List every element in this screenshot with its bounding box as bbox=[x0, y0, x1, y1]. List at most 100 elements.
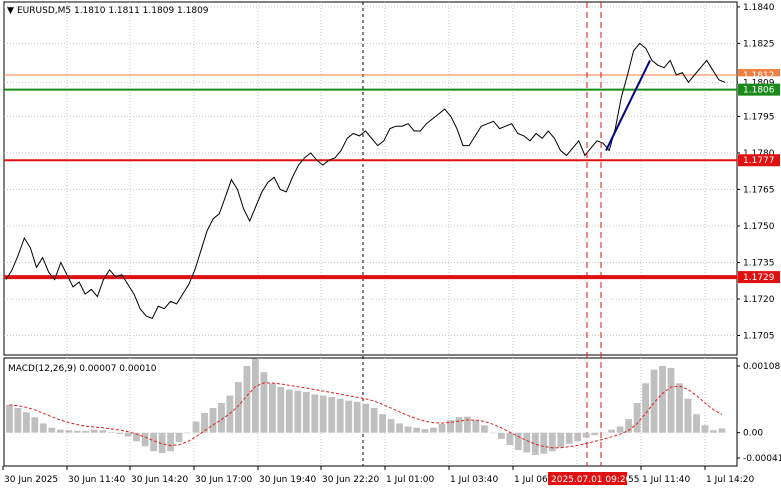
time-label: 1 Jul 11:40 bbox=[642, 475, 691, 485]
macd-bar bbox=[209, 408, 217, 433]
macd-bar bbox=[574, 432, 582, 442]
time-label: 30 Jun 17:00 bbox=[195, 475, 252, 485]
macd-bar bbox=[676, 383, 683, 433]
macd-tick-label: 0.00108 bbox=[743, 362, 780, 372]
macd-bar bbox=[710, 430, 717, 433]
macd-bar bbox=[99, 430, 107, 433]
macd-bar bbox=[438, 424, 446, 433]
macd-bar bbox=[133, 432, 140, 442]
macd-bar bbox=[489, 432, 497, 434]
price-tick-label: 1.1720 bbox=[743, 295, 775, 305]
macd-bar bbox=[396, 423, 403, 433]
macd-bar bbox=[31, 417, 39, 433]
macd-bar bbox=[14, 408, 22, 433]
macd-bar bbox=[430, 427, 437, 433]
price-tick-label: 1.1825 bbox=[743, 39, 775, 49]
macd-bar bbox=[498, 432, 505, 439]
cursor-suffix-bg bbox=[627, 472, 641, 485]
macd-bar bbox=[336, 398, 344, 433]
macd-bar bbox=[557, 432, 565, 448]
macd-bar bbox=[192, 421, 200, 433]
macd-bar bbox=[39, 423, 47, 433]
price-badge-label: 1.1729 bbox=[743, 273, 775, 283]
macd-bar bbox=[531, 432, 539, 455]
price-badge-label: 1.1777 bbox=[743, 156, 775, 166]
macd-bar bbox=[599, 432, 607, 434]
macd-bar bbox=[345, 400, 353, 433]
macd-bar bbox=[362, 403, 370, 433]
price-tick-label: 1.1735 bbox=[743, 258, 775, 268]
macd-bar bbox=[73, 430, 81, 433]
cursor-time-badge bbox=[548, 472, 640, 485]
time-label: 30 Jun 11:40 bbox=[68, 475, 125, 485]
macd-bar bbox=[56, 429, 64, 433]
price-badge bbox=[738, 271, 780, 284]
macd-bar bbox=[387, 419, 395, 433]
macd-bar bbox=[285, 389, 293, 433]
price-badge bbox=[738, 154, 780, 167]
macd-signal-line bbox=[9, 382, 723, 449]
chart-header: EURUSD,M5 1.1810 1.1811 1.1809 1.1809 bbox=[17, 6, 209, 16]
macd-bar bbox=[659, 366, 666, 433]
macd-bar bbox=[472, 420, 480, 433]
price-tick-label: 1.1705 bbox=[743, 332, 775, 342]
macd-bar bbox=[260, 372, 268, 433]
macd-bar bbox=[455, 417, 463, 433]
macd-bar bbox=[565, 432, 573, 444]
price-tick-label: 1.1750 bbox=[743, 222, 775, 232]
macd-bar bbox=[48, 427, 56, 433]
macd-bar bbox=[591, 432, 599, 436]
macd-bar bbox=[141, 432, 149, 447]
macd-bar bbox=[506, 432, 514, 445]
macd-bar bbox=[582, 432, 590, 438]
macd-bar bbox=[642, 383, 649, 433]
macd-bar bbox=[175, 432, 183, 442]
macd-bar bbox=[82, 430, 90, 433]
macd-bar bbox=[277, 387, 285, 433]
macd-bar bbox=[252, 358, 259, 433]
macd-bar bbox=[107, 432, 115, 433]
macd-bar bbox=[184, 432, 191, 434]
macd-title: MACD(12,26,9) 0.00007 0.00010 bbox=[8, 364, 157, 374]
macd-bar bbox=[701, 425, 709, 433]
triangle-down-icon: ▼ bbox=[7, 6, 14, 16]
price-badge-label: 1.1812 bbox=[743, 71, 775, 81]
macd-bar bbox=[90, 429, 98, 433]
macd-bar bbox=[523, 432, 531, 453]
price-badge-label: 1.1809 bbox=[743, 78, 775, 88]
time-label: 30 Jun 14:20 bbox=[131, 475, 188, 485]
price-tick-label: 1.1765 bbox=[743, 185, 775, 195]
macd-bar bbox=[218, 403, 225, 433]
macd-bar bbox=[540, 432, 548, 454]
macd-bar bbox=[302, 391, 310, 433]
macd-bar bbox=[319, 395, 327, 433]
macd-bar bbox=[269, 383, 276, 433]
macd-bar bbox=[116, 432, 124, 434]
time-label: 30 Jun 2025 bbox=[4, 475, 58, 485]
cursor-time-suffix: 55 bbox=[628, 475, 639, 485]
macd-bar bbox=[633, 403, 641, 433]
macd-bar bbox=[616, 426, 624, 433]
macd-frame bbox=[3, 357, 738, 467]
macd-bar bbox=[650, 369, 658, 433]
price-tick-label: 1.1795 bbox=[743, 112, 775, 122]
macd-bar bbox=[201, 412, 208, 433]
macd-bar bbox=[6, 404, 13, 433]
macd-bar bbox=[23, 412, 30, 433]
macd-bar bbox=[608, 429, 615, 433]
macd-bar bbox=[514, 432, 522, 450]
macd-bar bbox=[235, 382, 242, 433]
time-label: 1 Jul 06 bbox=[514, 475, 548, 485]
macd-bar bbox=[353, 401, 361, 433]
macd-bar bbox=[718, 428, 726, 433]
trend-line[interactable] bbox=[605, 59, 651, 151]
time-label: 1 Jul 01:00 bbox=[386, 475, 435, 485]
main-frame bbox=[3, 1, 738, 356]
time-label: 1 Jul 03:40 bbox=[450, 475, 499, 485]
macd-bar bbox=[167, 432, 174, 452]
macd-bar bbox=[65, 430, 73, 433]
macd-bar bbox=[124, 432, 132, 437]
macd-bar bbox=[370, 408, 378, 433]
cursor-time-label: 2025.07.01 09:20 bbox=[551, 475, 632, 485]
